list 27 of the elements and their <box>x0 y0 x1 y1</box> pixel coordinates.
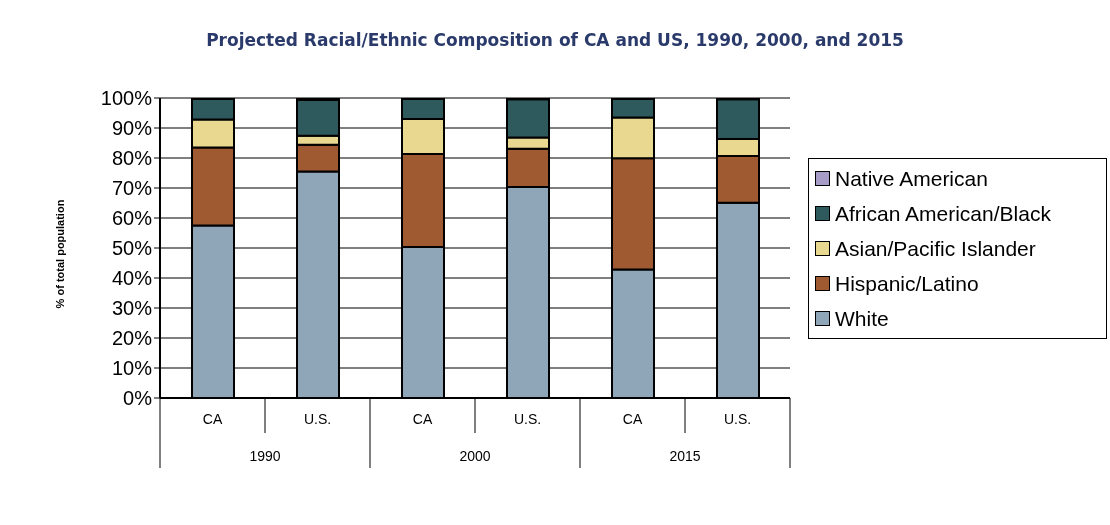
y-tick-label: 90% <box>111 117 153 140</box>
y-tick-label: 40% <box>111 267 153 290</box>
legend-label: African American/Black <box>835 201 1051 226</box>
y-tick-label: 60% <box>111 207 153 230</box>
x-tick-label: U.S. <box>513 411 542 427</box>
text: 2000 <box>459 448 491 464</box>
x-tick-label: CA <box>412 411 433 427</box>
y-tick-label: 70% <box>111 177 153 200</box>
text: 1990 <box>249 448 281 464</box>
y-tick-label: 0% <box>123 387 153 410</box>
legend-label: Asian/Pacific Islander <box>835 236 1036 261</box>
y-tick-label: 10% <box>111 357 153 380</box>
y-tick-label: 80% <box>111 147 153 170</box>
chart-title: Projected Racial/Ethnic Composition of CA and US, 1990, 2000, and 2015 <box>205 30 905 50</box>
text: 2015 <box>669 448 701 464</box>
x-tick-label: CA <box>622 411 643 427</box>
legend-label: Native American <box>835 166 988 191</box>
y-axis-title: % of total population <box>54 198 66 311</box>
y-tick-label: 50% <box>111 237 153 260</box>
x-tick-label: CA <box>202 411 223 427</box>
y-tick-label: 30% <box>111 297 153 320</box>
x-tick-label: U.S. <box>723 411 752 427</box>
legend-label: White <box>835 306 889 331</box>
legend-label: Hispanic/Latino <box>835 271 979 296</box>
y-tick-label: 20% <box>111 327 153 350</box>
y-tick-label: 100% <box>100 87 153 110</box>
x-tick-label: U.S. <box>303 411 332 427</box>
